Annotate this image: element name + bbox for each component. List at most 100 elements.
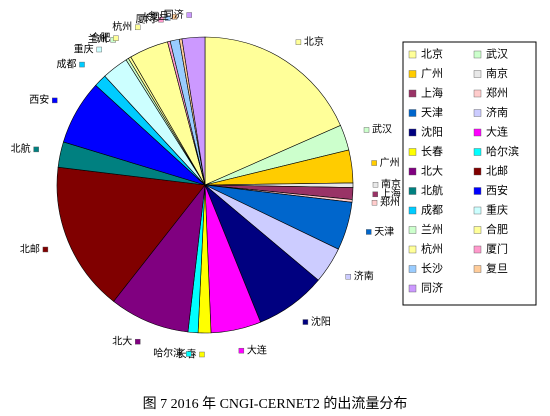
label-swatch: [135, 24, 141, 31]
legend-label: 长沙: [421, 262, 443, 275]
label-swatch: [372, 191, 378, 198]
label-swatch: [171, 14, 178, 20]
label-swatch: [33, 146, 39, 153]
slice-label: 西安: [29, 93, 49, 106]
legend-label: 长春: [421, 145, 443, 158]
label-swatch: [238, 347, 245, 354]
label-swatch: [135, 338, 141, 345]
slice-label: 合肥: [90, 31, 110, 44]
slice-label: 武汉: [372, 123, 392, 136]
slice-label: 北大: [112, 334, 132, 347]
caption: 图 7 2016 年 CNGI-CERNET2 的出流量分布: [143, 396, 408, 412]
label-swatch: [79, 61, 85, 68]
legend-label: 成都: [421, 204, 443, 217]
label-swatch: [371, 200, 378, 206]
slice-label: 复旦: [149, 10, 169, 23]
legend-label: 同济: [421, 281, 443, 295]
pie: [56, 36, 354, 334]
slice-label: 北航: [11, 142, 31, 155]
slice-label: 广州: [380, 157, 400, 169]
legend-label: 武汉: [486, 48, 508, 61]
legend-swatch: [408, 245, 417, 254]
legend-label: 合肥: [486, 222, 508, 236]
legend-label: 厦门: [486, 242, 508, 256]
slice-label: 天津: [374, 226, 394, 238]
legend-swatch: [473, 265, 482, 273]
legend-label: 复旦: [486, 261, 508, 275]
slice-label: 北邮: [20, 242, 40, 255]
slice-label: 大连: [247, 343, 267, 356]
legend-label: 兰州: [421, 223, 443, 236]
legend-label: 杭州: [421, 242, 443, 256]
legend-label: 北大: [421, 164, 443, 178]
slice: [204, 36, 341, 186]
label-swatch: [42, 246, 49, 253]
legend-label: 南京: [486, 66, 508, 80]
legend-swatch: [408, 187, 417, 195]
slice: [181, 36, 206, 186]
slice-label: 重庆: [74, 42, 94, 55]
slice-label: 哈尔滨: [153, 347, 183, 360]
label-swatch: [113, 35, 119, 41]
legend-swatch: [473, 89, 482, 98]
legend-label: 北京: [421, 47, 443, 61]
legend-swatch: [408, 89, 417, 98]
legend-label: 济南: [486, 105, 508, 119]
label-swatch: [371, 160, 377, 166]
legend-label: 哈尔滨: [486, 144, 519, 158]
label-swatch: [52, 97, 58, 104]
slice-label: 杭州: [112, 20, 132, 33]
legend-swatch: [473, 109, 482, 117]
legend-swatch: [473, 226, 482, 234]
legend-swatch: [408, 50, 417, 59]
legend-label: 北航: [421, 183, 443, 197]
legend-swatch: [473, 50, 482, 59]
label-swatch: [363, 127, 370, 133]
slice-label: 成都: [57, 58, 77, 70]
legend-label: 西安: [486, 183, 508, 197]
legend-swatch: [473, 206, 482, 215]
legend-label: 郑州: [486, 86, 508, 100]
slice: [113, 183, 206, 333]
label-swatch: [295, 39, 302, 45]
legend-label: 大连: [486, 125, 508, 139]
slice-labels: 北京武汉广州南京上海郑州天津济南沈阳大连长春哈尔滨北大北邮北航西安成都重庆兰州合…: [11, 8, 401, 360]
label-swatch: [185, 351, 192, 357]
legend-label: 重庆: [486, 203, 508, 217]
legend-box: [402, 41, 537, 306]
legend-swatch: [408, 167, 417, 176]
legend-label: 沈阳: [421, 125, 443, 139]
label-swatch: [199, 351, 205, 358]
legend-swatch: [473, 128, 482, 137]
label-swatch: [372, 182, 379, 188]
legend-swatch: [408, 128, 417, 137]
label-swatch: [302, 319, 309, 325]
legend-swatch: [408, 206, 417, 215]
slice-label: 同济: [164, 8, 184, 21]
legend-swatch: [473, 148, 482, 156]
legend-swatch: [408, 109, 417, 117]
slice-label: 沈阳: [311, 315, 331, 328]
slice-label: 济南: [354, 270, 374, 283]
legend-swatch: [473, 245, 482, 254]
slice-label: 郑州: [380, 196, 400, 209]
legend-label: 天津: [421, 106, 443, 119]
label-swatch: [164, 15, 171, 21]
slice-label: 厦门: [135, 12, 155, 25]
legend-swatch: [473, 187, 482, 195]
slice-label: 长沙: [142, 12, 162, 24]
legend-swatch: [408, 148, 417, 156]
slice: [56, 166, 206, 302]
legend-swatch: [408, 265, 417, 273]
legend-label: 广州: [421, 67, 443, 80]
legend-swatch: [408, 226, 417, 234]
slice-label: 上海: [381, 187, 401, 200]
slice-label: 北京: [304, 35, 324, 48]
slice-label: 南京: [381, 178, 401, 191]
legend-label: 北邮: [486, 165, 508, 178]
legend-swatch: [473, 167, 482, 176]
legend-swatch: [408, 70, 417, 78]
label-swatch: [186, 12, 192, 18]
